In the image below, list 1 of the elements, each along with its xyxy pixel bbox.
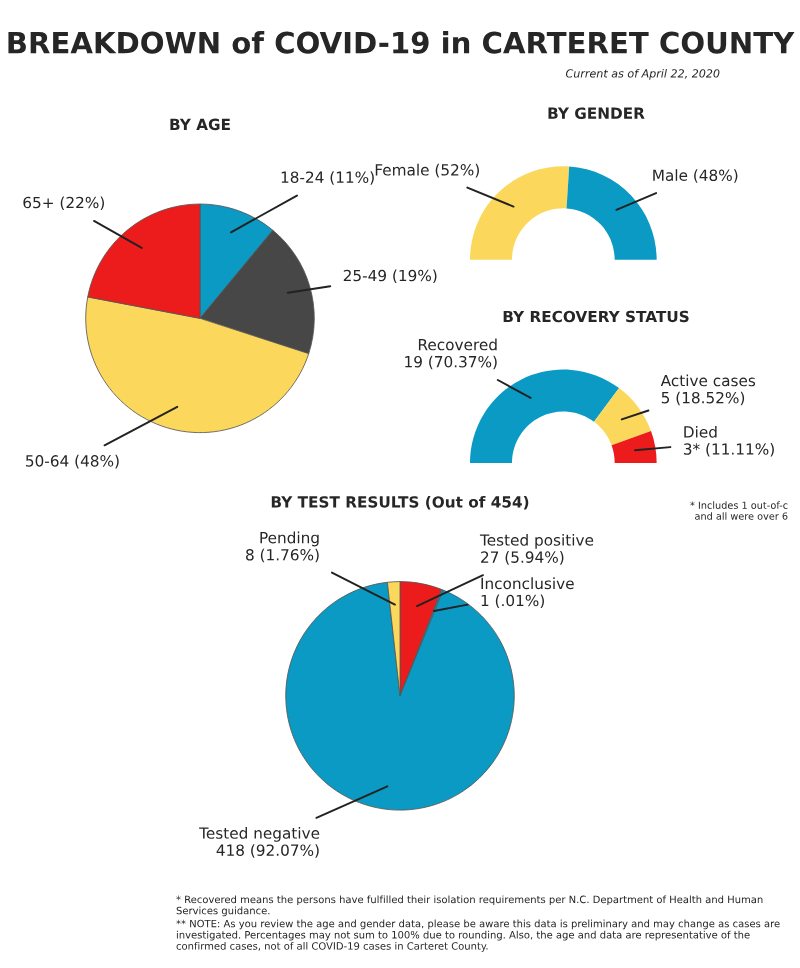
text: BREAKDOWN of COVID-19 in CARTERET COUNTY	[8, 31, 795, 54]
